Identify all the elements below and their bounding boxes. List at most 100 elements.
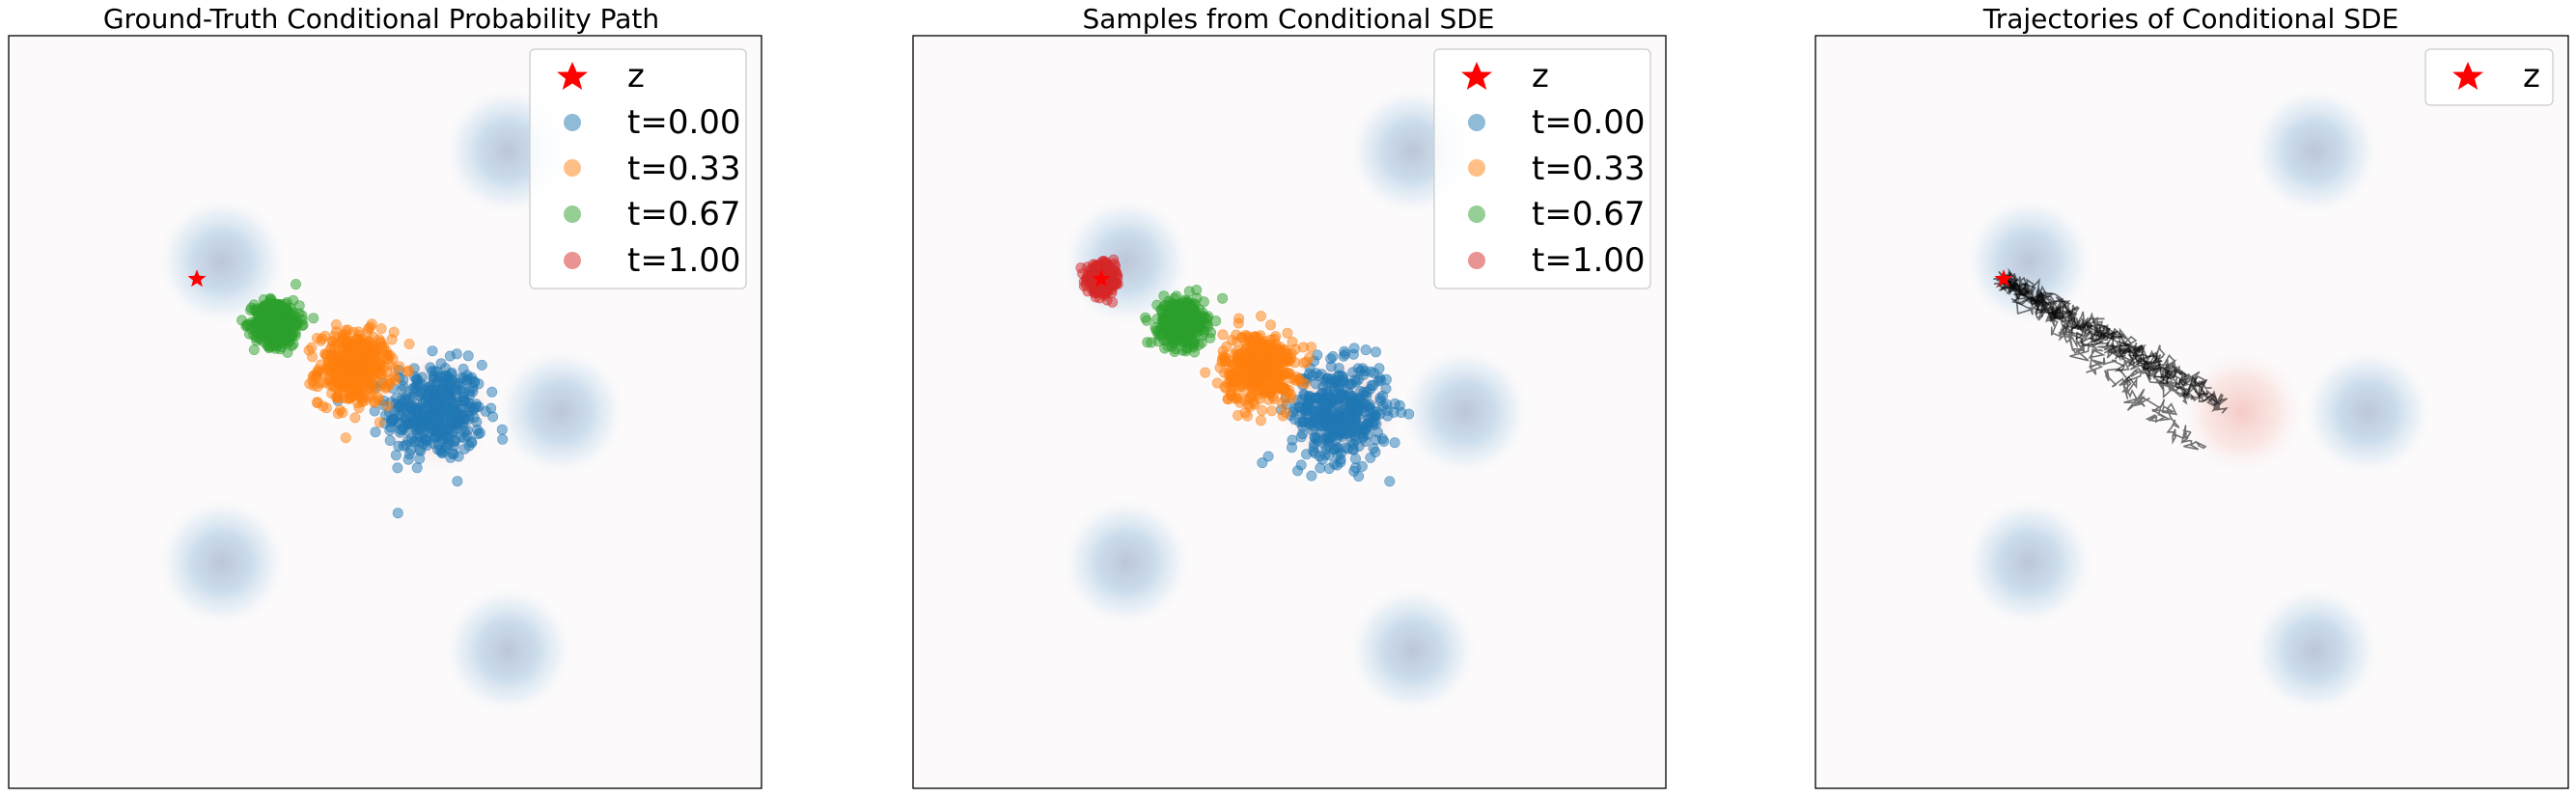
scatter-point bbox=[480, 405, 491, 417]
scatter-point bbox=[1306, 470, 1317, 481]
legend-marker-t3 bbox=[564, 252, 581, 269]
scatter-point bbox=[285, 316, 296, 328]
scatter-point bbox=[1299, 390, 1311, 401]
scatter-point bbox=[422, 402, 433, 414]
scatter-point bbox=[1177, 310, 1188, 321]
scatter-point bbox=[354, 343, 366, 354]
scatter-point bbox=[401, 391, 412, 402]
scatter-point bbox=[458, 372, 470, 384]
scatter-point bbox=[373, 392, 384, 403]
scatter-point bbox=[418, 415, 429, 426]
scatter-point bbox=[1289, 414, 1301, 426]
scatter-point bbox=[1286, 393, 1297, 404]
z-star-marker bbox=[1994, 269, 2013, 288]
scatter-point bbox=[1304, 351, 1316, 363]
scatter-point bbox=[367, 341, 378, 352]
scatter-point bbox=[1242, 347, 1254, 359]
scatter-point bbox=[1224, 355, 1235, 367]
scatter-point bbox=[402, 366, 413, 377]
scatter-point bbox=[365, 367, 376, 378]
scatter-point bbox=[1211, 377, 1223, 389]
scatter-point bbox=[1233, 374, 1244, 386]
scatter-point bbox=[1333, 420, 1344, 431]
panel-ground-truth: Ground-Truth Conditional Probability Pat… bbox=[8, 3, 762, 789]
scatter-point bbox=[290, 279, 301, 290]
scatter-point bbox=[1325, 377, 1337, 389]
scatter-point bbox=[429, 395, 441, 406]
scatter-point bbox=[1262, 451, 1274, 462]
scatter-point bbox=[384, 425, 396, 436]
series-t=0.67 bbox=[1140, 285, 1229, 358]
scatter-point bbox=[311, 371, 322, 382]
scatter-point bbox=[346, 359, 357, 371]
trajectory-line bbox=[1998, 270, 2229, 414]
scatter-point bbox=[458, 443, 470, 454]
scatter-point bbox=[1245, 336, 1257, 347]
scatter-point bbox=[1200, 367, 1211, 378]
scatter-point bbox=[1371, 346, 1382, 358]
plot-frame bbox=[912, 35, 1667, 789]
scatter-point bbox=[1316, 453, 1328, 465]
scatter-point bbox=[446, 374, 457, 386]
scatter-point bbox=[312, 398, 323, 409]
scatter-point bbox=[1389, 437, 1400, 449]
z-star-marker bbox=[187, 269, 207, 288]
scatter-point bbox=[1245, 377, 1257, 389]
scatter-point bbox=[326, 341, 338, 352]
scatter-point bbox=[1288, 374, 1300, 386]
scatter-point bbox=[269, 325, 281, 337]
scatter-point bbox=[1299, 417, 1311, 428]
scatter-point bbox=[1347, 348, 1359, 360]
legend-label-z: z bbox=[627, 57, 645, 96]
scatter-point bbox=[1194, 320, 1205, 332]
scatter-point bbox=[1256, 311, 1267, 322]
legend-star-marker bbox=[2452, 62, 2483, 90]
panel-title: Ground-Truth Conditional Probability Pat… bbox=[103, 3, 659, 35]
scatter-point bbox=[389, 363, 401, 374]
scatter-point bbox=[1356, 460, 1368, 472]
series-t=0.33 bbox=[1200, 311, 1317, 426]
scatter-point bbox=[427, 345, 438, 357]
scatter-point bbox=[293, 308, 305, 319]
scatter-point bbox=[392, 508, 403, 519]
mixture-mode-3 bbox=[1346, 585, 1478, 716]
plot-frame bbox=[1814, 35, 2569, 789]
scatter-point bbox=[1217, 292, 1229, 304]
legend-label-t1: t=0.33 bbox=[627, 150, 741, 188]
scatter-point bbox=[1160, 314, 1172, 325]
scatter-point bbox=[1350, 434, 1362, 446]
scatter-point bbox=[337, 407, 348, 419]
scatter-point bbox=[379, 360, 391, 371]
legend-label-t2: t=0.67 bbox=[1532, 195, 1646, 234]
scatter-point bbox=[1261, 374, 1273, 386]
scatter-point bbox=[463, 413, 475, 425]
legend-label-t3: t=1.00 bbox=[1532, 241, 1646, 280]
scatter-point bbox=[461, 430, 473, 442]
scatter-point bbox=[1075, 262, 1087, 274]
legend-label-t1: t=0.33 bbox=[1532, 150, 1646, 188]
scatter-point bbox=[1364, 404, 1375, 416]
scatter-point bbox=[476, 359, 487, 371]
scatter-point bbox=[1308, 446, 1319, 457]
scatter-point bbox=[1311, 368, 1322, 379]
scatter-point bbox=[1256, 344, 1267, 355]
scatter-point bbox=[352, 384, 364, 396]
scatter-point bbox=[1339, 345, 1350, 357]
density-background bbox=[1963, 86, 2433, 716]
plot-frame bbox=[8, 35, 762, 789]
scatter-point bbox=[248, 299, 260, 311]
scatter-point bbox=[1205, 332, 1216, 344]
scatter-point bbox=[331, 369, 343, 380]
scatter-point bbox=[392, 462, 403, 474]
scatter-point bbox=[1233, 348, 1245, 360]
scatter-point bbox=[370, 426, 381, 438]
scatter-point bbox=[1319, 398, 1331, 410]
legend-marker-t2 bbox=[1468, 206, 1485, 223]
scatter-point bbox=[486, 386, 498, 398]
scatter-point bbox=[452, 476, 463, 487]
legend-marker-t0 bbox=[564, 114, 581, 131]
scatter-point bbox=[1265, 334, 1277, 345]
scatter-point bbox=[1396, 406, 1407, 418]
scatter-point bbox=[340, 432, 351, 444]
scatter-point bbox=[1141, 315, 1152, 326]
